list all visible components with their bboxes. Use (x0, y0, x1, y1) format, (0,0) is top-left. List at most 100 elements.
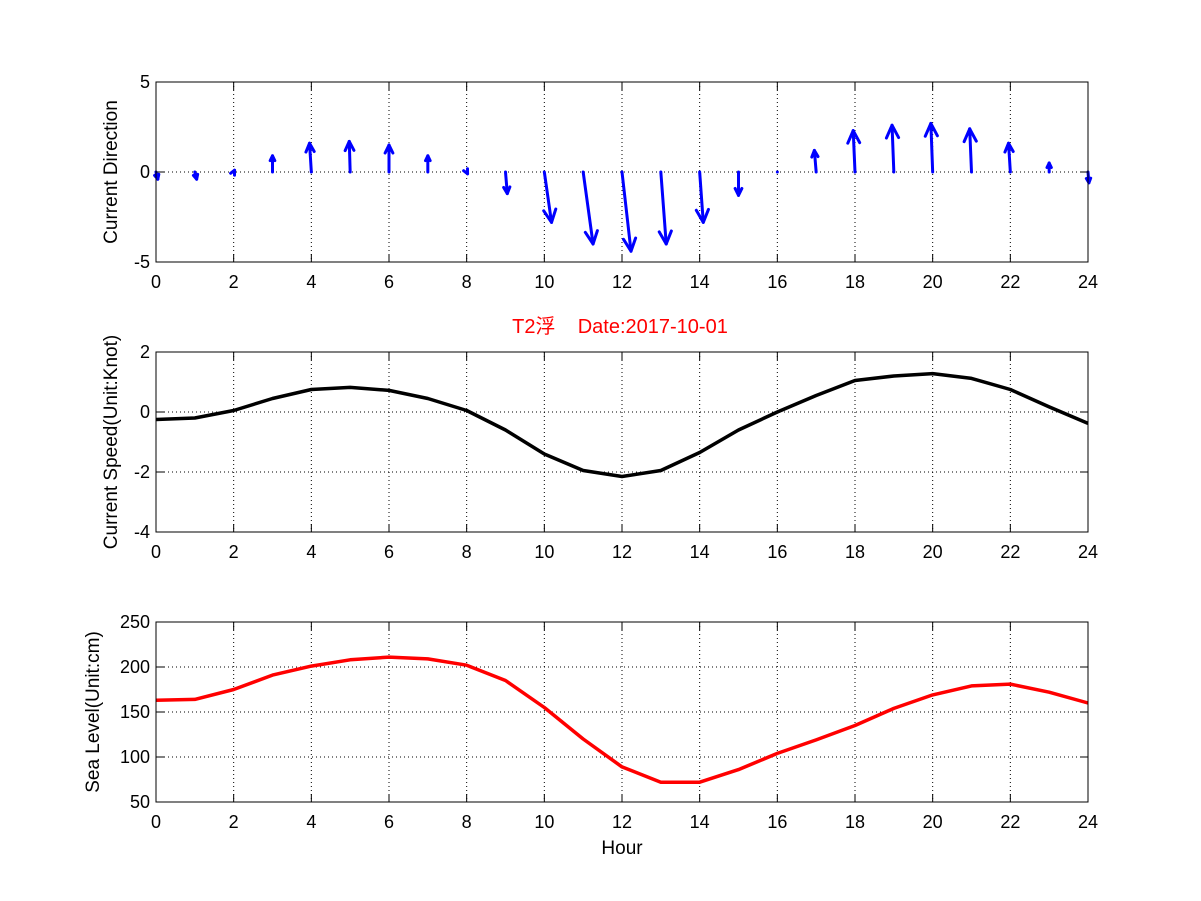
sea-level-x-tick-label: 4 (306, 812, 316, 832)
current-direction-arrow (884, 123, 901, 174)
current-direction-x-tick-label: 12 (612, 272, 632, 292)
sea-level-y-tick-label: 50 (130, 792, 150, 812)
current-direction-arrow (581, 170, 599, 246)
current-direction-arrow-head (694, 207, 710, 224)
current-direction-arrow (620, 170, 638, 253)
current-direction-arrow-dot (775, 170, 779, 174)
sea-level-x-tick-label: 16 (767, 812, 787, 832)
current-direction-arrow-shaft (542, 170, 554, 224)
current-direction-arrow (1045, 161, 1053, 174)
current-direction-x-tick-label: 2 (229, 272, 239, 292)
current-direction-arrow (923, 121, 939, 174)
current-direction-arrow-head (1045, 161, 1053, 170)
current-speed-x-tick-label: 10 (534, 542, 554, 562)
sea-level-y-tick-label: 100 (120, 747, 150, 767)
current-direction-arrow (1003, 141, 1015, 174)
current-direction-y-tick-label: 5 (140, 72, 150, 92)
current-direction-arrow (733, 170, 744, 197)
current-direction-arrow (462, 167, 470, 176)
sea-level-x-tick-label: 18 (845, 812, 865, 832)
current-direction-x-tick-label: 4 (306, 272, 316, 292)
current-direction-x-tick-label: 18 (845, 272, 865, 292)
sea-level-x-tick-label: 0 (151, 812, 161, 832)
sea-level-x-tick-label: 20 (923, 812, 943, 832)
current-speed-y-tick-label: -2 (134, 462, 150, 482)
current-direction-arrow-head (502, 185, 512, 196)
current-direction-arrow-head (622, 236, 638, 253)
current-direction-arrow-shaft (581, 170, 595, 246)
sea-level-y-tick-label: 150 (120, 702, 150, 722)
current-speed-x-tick-label: 18 (845, 542, 865, 562)
current-direction-arrow-head (191, 172, 200, 181)
sea-level-x-tick-label: 2 (229, 812, 239, 832)
current-direction-x-tick-label: 22 (1000, 272, 1020, 292)
current-direction-arrow (542, 170, 558, 224)
current-speed-x-tick-label: 0 (151, 542, 161, 562)
sea-level-x-tick-label: 10 (534, 812, 554, 832)
current-speed-x-tick-label: 6 (384, 542, 394, 562)
current-direction-y-tick-label: 0 (140, 162, 150, 182)
current-direction-arrow (304, 141, 316, 174)
current-direction-arrow (694, 170, 710, 224)
current-speed-y-axis-label: Current Speed(Unit:Knot) (101, 335, 122, 549)
current-direction-arrow-shaft (620, 170, 633, 253)
sea-level-x-tick-label: 12 (612, 812, 632, 832)
sea-level-x-tick-label: 24 (1078, 812, 1098, 832)
current-direction-arrow-head (657, 229, 673, 246)
current-direction-arrow-head (810, 148, 820, 159)
current-direction-arrow-head (733, 186, 744, 197)
current-direction-arrow (962, 127, 978, 174)
current-direction-arrow-head (268, 154, 277, 163)
current-direction-arrow-head (923, 121, 939, 138)
current-speed-x-tick-label: 24 (1078, 542, 1098, 562)
current-direction-arrow-head (583, 229, 599, 246)
current-direction-arrow (424, 154, 432, 174)
sea-level-x-tick-label: 14 (690, 812, 710, 832)
current-direction-arrow-head (542, 207, 558, 224)
current-direction-x-tick-label: 20 (923, 272, 943, 292)
current-direction-arrow-shaft (851, 129, 857, 174)
current-direction-arrow-head (304, 141, 316, 154)
current-direction-arrow (383, 143, 395, 174)
current-direction-arrow (657, 170, 673, 246)
current-direction-arrow-shaft (812, 148, 818, 174)
current-direction-arrow-head (229, 168, 237, 177)
current-speed-x-tick-label: 12 (612, 542, 632, 562)
current-direction-arrow (191, 170, 200, 181)
current-direction-arrow-shaft (347, 139, 352, 174)
current-direction-arrow-shaft (929, 121, 935, 174)
current-speed-x-tick-label: 16 (767, 542, 787, 562)
current-speed-x-tick-label: 8 (462, 542, 472, 562)
current-direction-arrow (153, 170, 161, 181)
current-direction-x-tick-label: 10 (534, 272, 554, 292)
current-direction-x-tick-label: 24 (1078, 272, 1098, 292)
current-direction-arrow-head (424, 154, 432, 163)
current-direction-arrow (343, 139, 356, 174)
current-direction-y-tick-label: -5 (134, 252, 150, 272)
current-direction-arrow-shaft (698, 170, 705, 224)
current-direction-arrow (229, 168, 237, 177)
current-direction-arrow-head (962, 127, 978, 144)
current-direction-arrow-shaft (308, 141, 313, 174)
current-speed-y-tick-label: 2 (140, 342, 150, 362)
current-speed-y-tick-label: -4 (134, 522, 150, 542)
current-direction-y-axis-label: Current Direction (101, 100, 122, 244)
current-direction-arrow-head (846, 129, 862, 145)
current-direction-arrow (810, 148, 820, 174)
current-direction-arrow-head (884, 123, 901, 140)
current-speed-x-tick-label: 20 (923, 542, 943, 562)
sea-level-series-line (155, 655, 1089, 784)
sea-level-y-tick-label: 200 (120, 657, 150, 677)
current-direction-arrow-shaft (504, 170, 509, 196)
current-speed-y-tick-label: 0 (140, 402, 150, 422)
current-direction-arrow-head (462, 167, 470, 176)
current-speed-series-line (155, 371, 1089, 479)
current-speed-x-tick-label: 22 (1000, 542, 1020, 562)
current-direction-arrow-shaft (968, 127, 973, 174)
current-direction-arrow-shaft (1007, 141, 1012, 174)
current-direction-arrow-head (343, 139, 356, 153)
current-direction-arrow-head (1084, 176, 1093, 185)
